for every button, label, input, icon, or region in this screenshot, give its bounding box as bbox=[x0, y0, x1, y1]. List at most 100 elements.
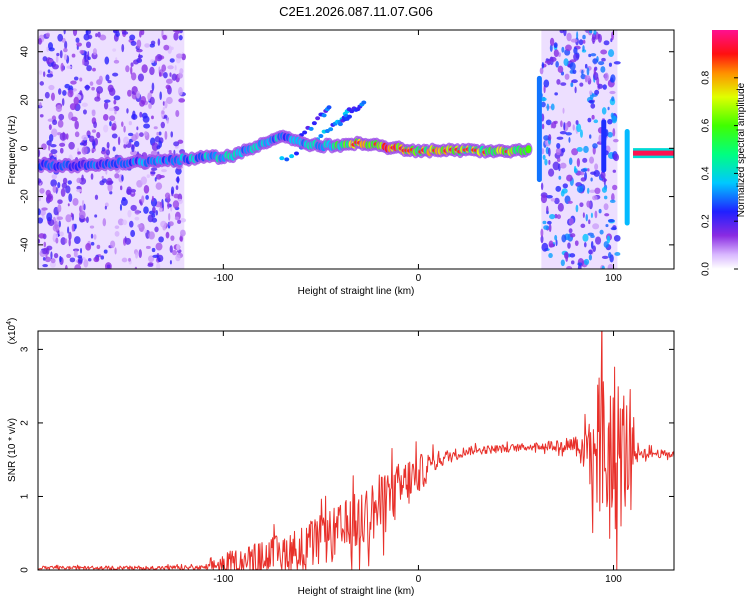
noise-blob bbox=[149, 96, 155, 106]
noise-blob bbox=[103, 113, 109, 121]
noise-blob bbox=[603, 241, 609, 248]
noise-blob bbox=[579, 129, 583, 138]
noise-blob bbox=[96, 131, 101, 139]
noise-blob bbox=[73, 76, 79, 81]
noise-blob bbox=[150, 171, 156, 175]
noise-blob bbox=[588, 100, 594, 104]
spike bbox=[601, 119, 607, 173]
noise-blob bbox=[560, 120, 563, 128]
noise-blob bbox=[154, 226, 159, 233]
branch-blob bbox=[308, 126, 314, 131]
noise-blob bbox=[575, 120, 579, 125]
noise-blob bbox=[609, 199, 616, 203]
noise-blob bbox=[158, 206, 163, 213]
noise-blob bbox=[612, 138, 619, 143]
noise-blob bbox=[607, 106, 610, 111]
colorbar-label: Normalized spectral amplitude bbox=[736, 82, 747, 217]
noise-blob bbox=[167, 65, 174, 70]
noise-blob bbox=[105, 180, 113, 186]
noise-blob bbox=[573, 47, 578, 55]
noise-blob bbox=[600, 171, 606, 179]
noise-blob bbox=[106, 264, 111, 269]
noise-blob bbox=[131, 134, 138, 142]
noise-blob bbox=[593, 119, 599, 124]
noise-blob bbox=[103, 101, 109, 110]
noise-blob bbox=[594, 89, 600, 95]
noise-blob bbox=[165, 231, 170, 239]
noise-blob bbox=[548, 223, 552, 233]
noise-blob bbox=[85, 30, 89, 36]
noise-blob bbox=[607, 219, 615, 223]
noise-blob bbox=[601, 187, 607, 193]
noise-blob bbox=[171, 249, 178, 256]
noise-blob bbox=[48, 84, 55, 91]
noise-blob bbox=[567, 242, 571, 249]
noise-blob bbox=[39, 102, 42, 108]
noise-blob bbox=[143, 228, 147, 234]
noise-blob bbox=[592, 143, 598, 149]
noise-blob bbox=[131, 144, 135, 153]
noise-blob bbox=[575, 204, 579, 213]
noise-blob bbox=[156, 131, 159, 136]
noise-blob bbox=[178, 98, 186, 103]
noise-blob bbox=[109, 191, 113, 195]
noise-blob bbox=[126, 108, 129, 114]
noise-blob bbox=[583, 258, 590, 266]
noise-blob bbox=[155, 242, 163, 251]
noise-blob bbox=[67, 203, 70, 207]
noise-blob bbox=[51, 173, 58, 180]
noise-blob bbox=[109, 121, 112, 127]
noise-blob bbox=[91, 109, 96, 117]
noise-blob bbox=[550, 103, 555, 111]
noise-blob bbox=[80, 247, 83, 254]
noise-blob bbox=[140, 176, 148, 185]
noise-blob bbox=[540, 194, 548, 204]
noise-blob bbox=[591, 114, 595, 120]
noise-blob bbox=[556, 142, 561, 149]
noise-blob bbox=[556, 157, 561, 162]
noise-blob bbox=[84, 85, 91, 90]
noise-blob bbox=[584, 75, 591, 81]
noise-blob bbox=[155, 209, 158, 216]
noise-blob bbox=[155, 182, 163, 190]
noise-blob bbox=[65, 214, 72, 223]
noise-blob bbox=[95, 33, 98, 38]
branch-blob bbox=[326, 105, 332, 110]
noise-blob bbox=[601, 107, 607, 115]
noise-blob bbox=[590, 234, 595, 239]
noise-blob bbox=[99, 34, 107, 41]
noise-blob bbox=[170, 235, 175, 241]
noise-blob bbox=[605, 223, 609, 228]
noise-blob bbox=[559, 131, 567, 135]
noise-blob bbox=[169, 245, 173, 253]
noise-blob bbox=[564, 73, 570, 80]
noise-blob bbox=[170, 186, 175, 195]
noise-blob bbox=[556, 214, 561, 220]
noise-blob bbox=[151, 115, 154, 120]
noise-blob bbox=[154, 55, 158, 64]
spectrogram-y-tick-label: 0 bbox=[20, 145, 31, 151]
noise-blob bbox=[569, 233, 576, 238]
noise-blob bbox=[93, 234, 97, 240]
noise-blob bbox=[109, 115, 116, 122]
noise-blob bbox=[586, 67, 590, 76]
noise-blob bbox=[593, 30, 597, 35]
noise-blob bbox=[137, 223, 143, 229]
noise-blob bbox=[79, 142, 85, 146]
noise-blob bbox=[69, 257, 76, 263]
noise-blob bbox=[548, 134, 552, 141]
branch-blob bbox=[302, 130, 308, 135]
noise-blob bbox=[171, 73, 177, 81]
ridge-blob bbox=[525, 145, 532, 154]
noise-blob bbox=[582, 212, 585, 219]
noise-blob bbox=[42, 264, 48, 268]
noise-blob bbox=[44, 91, 50, 99]
noise-blob bbox=[563, 121, 566, 131]
noise-blob bbox=[586, 200, 591, 208]
noise-blob bbox=[176, 243, 180, 251]
noise-blob bbox=[59, 147, 64, 154]
noise-blob bbox=[81, 200, 85, 206]
noise-blob bbox=[576, 123, 582, 133]
noise-blob bbox=[173, 193, 180, 199]
noise-blob bbox=[614, 252, 621, 256]
